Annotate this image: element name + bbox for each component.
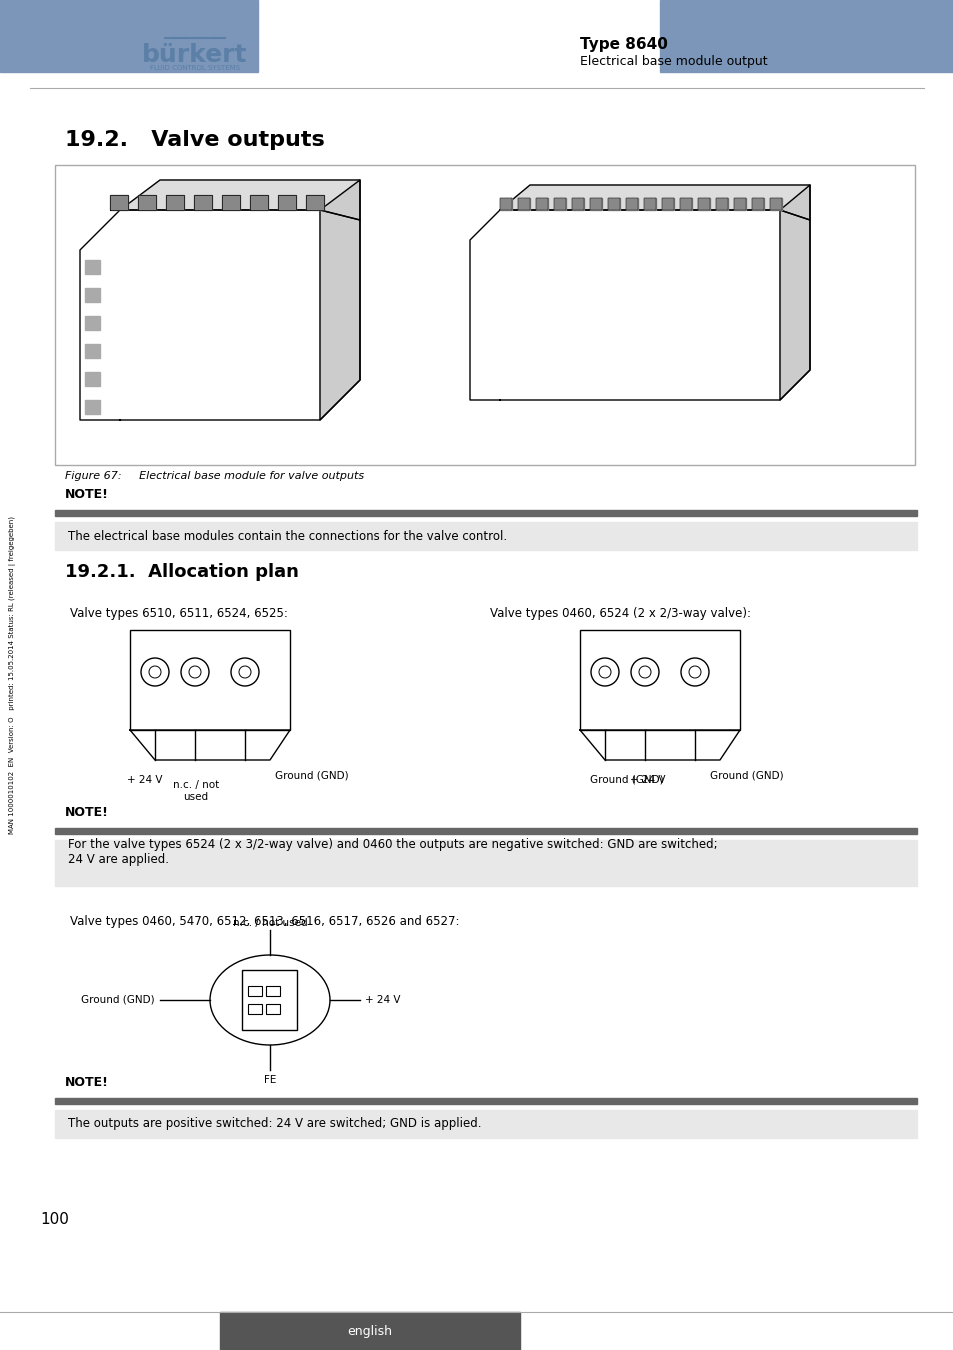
Text: The outputs are positive switched: 24 V are switched; GND is applied.: The outputs are positive switched: 24 V … [68, 1118, 481, 1130]
Polygon shape [769, 198, 781, 211]
Text: Ground (GND): Ground (GND) [709, 769, 782, 780]
Polygon shape [319, 180, 359, 420]
Text: n.c. / not
used: n.c. / not used [172, 780, 219, 802]
Text: n.c. / not used: n.c. / not used [233, 918, 307, 927]
Text: + 24 V: + 24 V [630, 775, 665, 784]
Text: Valve types 6510, 6511, 6524, 6525:: Valve types 6510, 6511, 6524, 6525: [70, 608, 288, 621]
Polygon shape [572, 198, 583, 211]
Bar [130, 630, 290, 730]
Polygon shape [698, 198, 709, 211]
Polygon shape [716, 198, 727, 211]
Polygon shape [607, 198, 619, 211]
Text: FE: FE [264, 1075, 276, 1085]
Text: Type 8640: Type 8640 [579, 38, 667, 53]
Text: NOTE!: NOTE! [65, 1076, 109, 1088]
Text: + 24 V: + 24 V [365, 995, 400, 1004]
Bar [55, 522, 916, 549]
Polygon shape [625, 198, 638, 211]
Text: NOTE!: NOTE! [65, 806, 109, 818]
Polygon shape [679, 198, 691, 211]
Polygon shape [306, 194, 324, 211]
Text: Valve types 0460, 5470, 6512, 6513, 6516, 6517, 6526 and 6527:: Valve types 0460, 5470, 6512, 6513, 6516… [70, 915, 459, 929]
Polygon shape [733, 198, 745, 211]
Polygon shape [470, 211, 809, 400]
Bar [55, 828, 916, 834]
Polygon shape [138, 194, 156, 211]
Polygon shape [193, 194, 212, 211]
Text: Electrical base module output: Electrical base module output [579, 55, 767, 69]
Text: Ground (GND): Ground (GND) [81, 995, 154, 1004]
Text: 100: 100 [40, 1212, 69, 1227]
Bar [579, 630, 740, 730]
Text: english: english [347, 1324, 392, 1338]
Polygon shape [120, 180, 359, 220]
Polygon shape [110, 194, 128, 211]
Text: MAN 1000010102  EN  Version: O   printed: 15.05.2014 Status: RL (released | frei: MAN 1000010102 EN Version: O printed: 15… [9, 516, 15, 834]
Polygon shape [85, 344, 100, 358]
Polygon shape [589, 198, 601, 211]
Polygon shape [554, 198, 565, 211]
Polygon shape [277, 194, 295, 211]
Polygon shape [85, 316, 100, 329]
Text: 19.2.   Valve outputs: 19.2. Valve outputs [65, 130, 324, 150]
Text: + 24 V: + 24 V [127, 775, 163, 784]
Text: For the valve types 6524 (2 x 3/2-way valve) and 0460 the outputs are negative s: For the valve types 6524 (2 x 3/2-way va… [68, 838, 717, 865]
Polygon shape [643, 198, 656, 211]
Bar [248, 986, 262, 996]
Polygon shape [80, 211, 359, 420]
Text: The electrical base modules contain the connections for the valve control.: The electrical base modules contain the … [68, 529, 507, 543]
Polygon shape [85, 288, 100, 302]
Bar [55, 510, 916, 516]
Bar [55, 165, 914, 464]
Polygon shape [536, 198, 547, 211]
Text: Ground (GND): Ground (GND) [589, 775, 663, 784]
Text: bürkert: bürkert [142, 43, 248, 68]
Polygon shape [85, 400, 100, 414]
Text: Ground (GND): Ground (GND) [274, 769, 348, 780]
Polygon shape [250, 194, 268, 211]
Polygon shape [85, 261, 100, 274]
Polygon shape [499, 198, 512, 211]
Bar [248, 1004, 262, 1014]
Bar [659, 0, 953, 72]
Polygon shape [499, 185, 809, 220]
Bar [220, 1312, 519, 1350]
Polygon shape [222, 194, 240, 211]
Polygon shape [661, 198, 673, 211]
Bar [0, 0, 257, 72]
Polygon shape [166, 194, 184, 211]
Text: 19.2.1.  Allocation plan: 19.2.1. Allocation plan [65, 563, 298, 580]
Polygon shape [780, 185, 809, 400]
Text: Valve types 0460, 6524 (2 x 2/3-way valve):: Valve types 0460, 6524 (2 x 2/3-way valv… [490, 608, 750, 621]
Text: FLUID CONTROL SYSTEMS: FLUID CONTROL SYSTEMS [150, 65, 240, 72]
Bar [266, 1004, 280, 1014]
Bar [55, 1110, 916, 1138]
Polygon shape [751, 198, 763, 211]
Text: Figure 67:     Electrical base module for valve outputs: Figure 67: Electrical base module for va… [65, 471, 364, 481]
Bar [55, 840, 916, 886]
Bar [55, 1098, 916, 1104]
Polygon shape [85, 373, 100, 386]
Polygon shape [517, 198, 530, 211]
Bar [242, 971, 297, 1030]
Bar [266, 986, 280, 996]
Text: NOTE!: NOTE! [65, 487, 109, 501]
